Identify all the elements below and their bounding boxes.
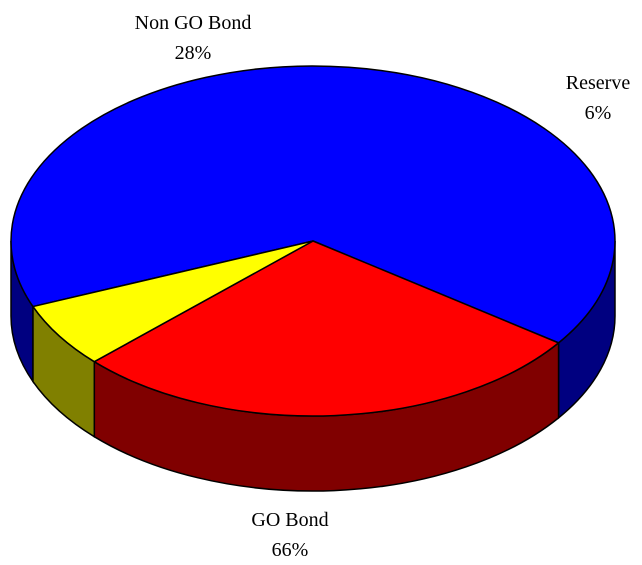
slice-label-non-go-bond: Non GO Bond 28% xyxy=(104,8,282,68)
pie-slice-go-bond xyxy=(10,65,616,344)
pie-slice-reserve xyxy=(32,240,314,363)
slice-label-reserve: Reserve 6% xyxy=(548,68,642,128)
slice-name-reserve: Reserve xyxy=(565,72,631,94)
slice-name-go-bond: GO Bond xyxy=(251,509,329,531)
slice-percent-go-bond: 66% xyxy=(271,539,309,561)
slice-percent-non-go-bond: 28% xyxy=(174,42,212,64)
pie-slice-non-go-bond xyxy=(93,240,560,417)
slice-label-go-bond: GO Bond 66% xyxy=(215,505,365,565)
slice-name-non-go-bond: Non GO Bond xyxy=(134,12,252,34)
slice-percent-reserve: 6% xyxy=(584,102,612,124)
